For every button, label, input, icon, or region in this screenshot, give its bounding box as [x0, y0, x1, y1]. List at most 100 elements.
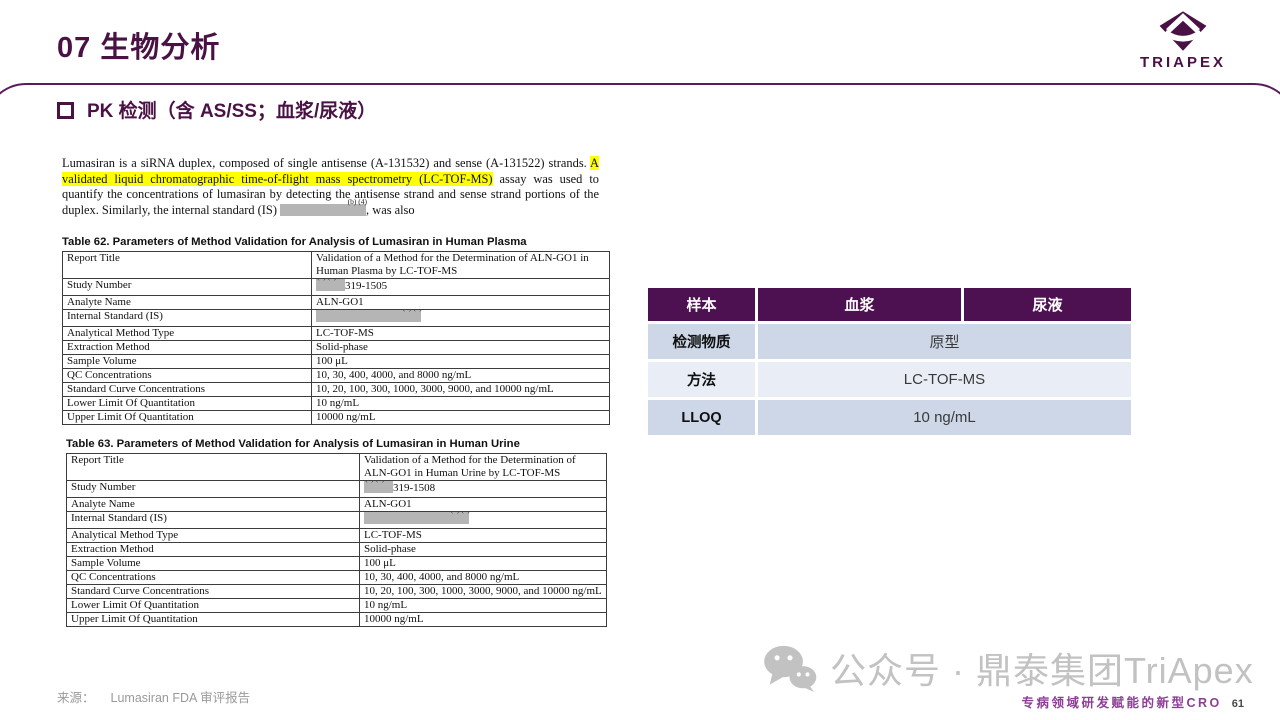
wechat-icon [764, 645, 817, 692]
table-row: Lower Limit Of Quantitation 10 ng/mL [62, 396, 610, 411]
redaction-box: (b) (4) [316, 310, 422, 326]
param-value: 10, 30, 400, 4000, and 8000 ng/mL [311, 368, 610, 383]
table-row: Sample Volume 100 μL [66, 556, 607, 571]
logo-wordmark: TRIAPEX [1139, 54, 1226, 71]
param-value: 10, 20, 100, 300, 1000, 3000, 9000, and … [359, 584, 607, 599]
summary-row-value: LC-TOF-MS [758, 362, 1131, 397]
section-subtitle: PK 检测（含 AS/SS；血浆/尿液） [57, 96, 376, 123]
param-value: 10000 ng/mL [359, 612, 607, 627]
table-row: Standard Curve Concentrations 10, 20, 100… [62, 382, 610, 397]
summary-row-label: 检测物质 [648, 324, 755, 359]
param-label: QC Concentrations [62, 368, 312, 383]
fda-excerpt-paragraph: Lumasiran is a siRNA duplex, composed of… [62, 156, 599, 220]
redaction-box: (b) (4) [364, 512, 470, 528]
table-row: Report Title Validation of a Method for t… [66, 453, 607, 481]
table-row: QC Concentrations 10, 30, 400, 4000, and … [66, 570, 607, 585]
table-row: Study Number(b) (4)319-1508 [66, 480, 607, 498]
triapex-gem-icon [1159, 11, 1207, 51]
header-divider-line [0, 83, 1280, 155]
company-logo: TRIAPEX [1138, 10, 1228, 71]
table-row: Lower Limit Of Quantitation 10 ng/mL [66, 598, 607, 613]
param-value: Validation of a Method for the Determina… [359, 453, 607, 481]
subtitle-label: PK 检测（含 AS/SS；血浆/尿液） [87, 101, 377, 122]
param-value: (b) (4) [311, 309, 610, 327]
param-label: Internal Standard (IS) [66, 511, 360, 529]
param-value: (b) (4)319-1505 [311, 278, 610, 296]
summary-row-label: LLOQ [648, 400, 755, 435]
pk-summary-table: 样本 血浆 尿液 检测物质 原型 方法 LC-TOF-MS LLOQ 10 ng/mL [648, 288, 1131, 435]
table62-title: Table 62. Parameters of Method Validatio… [62, 236, 527, 248]
param-value: 100 μL [311, 354, 610, 369]
param-value: 10, 30, 400, 4000, and 8000 ng/mL [359, 570, 607, 585]
param-label: Internal Standard (IS) [62, 309, 312, 327]
param-label: Sample Volume [66, 556, 360, 571]
square-bullet-icon [57, 102, 74, 119]
param-label: Analytical Method Type [62, 326, 312, 341]
summary-header-0: 样本 [648, 288, 755, 321]
param-label: QC Concentrations [66, 570, 360, 585]
redaction-label: (b) (4) [403, 311, 422, 312]
param-value: 10, 20, 100, 300, 1000, 3000, 9000, and … [311, 382, 610, 397]
param-label: Analytical Method Type [66, 528, 360, 543]
param-value: Solid-phase [359, 542, 607, 557]
param-value: (b) (4) [359, 511, 607, 529]
param-label: Report Title [62, 251, 312, 279]
param-value: ALN-GO1 [311, 295, 610, 310]
param-label: Study Number [66, 480, 360, 498]
param-value: Validation of a Method for the Determina… [311, 251, 610, 279]
summary-header-1: 血浆 [758, 288, 961, 321]
company-tagline: 专病领域研发赋能的新型CRO [1021, 696, 1222, 710]
table-row: Analyte Name ALN-GO1 [62, 295, 610, 310]
redaction-label: (b) (4) [451, 513, 470, 514]
param-label: Analyte Name [66, 497, 360, 512]
page-number: 61 [1231, 698, 1244, 710]
summary-row-label: 方法 [648, 362, 755, 397]
param-value: 10000 ng/mL [311, 410, 610, 425]
summary-row-value: 10 ng/mL [758, 400, 1131, 435]
footer-tagline-row: 专病领域研发赋能的新型CRO 61 [1021, 692, 1244, 711]
source-label: 来源： [57, 691, 95, 705]
param-value: 10 ng/mL [359, 598, 607, 613]
table-row: Sample Volume 100 μL [62, 354, 610, 369]
param-label: Lower Limit Of Quantitation [62, 396, 312, 411]
param-label: Upper Limit Of Quantitation [62, 410, 312, 425]
page-title: 07 生物分析 [57, 32, 221, 64]
source-line: 来源： Lumasiran FDA 审评报告 [57, 687, 250, 706]
redaction-label: (b) (4) [317, 280, 336, 281]
param-label: Report Title [66, 453, 360, 481]
table-row: Extraction Method Solid-phase [62, 340, 610, 355]
redaction-label: (b) (4) [347, 196, 368, 206]
param-label: Analyte Name [62, 295, 312, 310]
wechat-watermark: 公众号 · 鼎泰集团TriApex [762, 642, 1254, 694]
param-label: Study Number [62, 278, 312, 296]
param-label: Lower Limit Of Quantitation [66, 598, 360, 613]
excerpt-post: assay was used to quantify the concentra… [62, 171, 599, 217]
param-label: Standard Curve Concentrations [62, 382, 312, 397]
param-value: LC-TOF-MS [311, 326, 610, 341]
table-row: Internal Standard (IS) (b) (4) [62, 309, 610, 327]
table-row: Analytical Method Type LC-TOF-MS [62, 326, 610, 341]
table-row: Extraction Method Solid-phase [66, 542, 607, 557]
redaction-box: (b) (4) [364, 481, 393, 497]
redaction-box: (b) (4) [316, 279, 345, 295]
param-value: ALN-GO1 [359, 497, 607, 512]
param-label: Extraction Method [62, 340, 312, 355]
source-text: Lumasiran FDA 审评报告 [110, 691, 251, 705]
table-row: Upper Limit Of Quantitation 10000 ng/mL [66, 612, 607, 627]
table-row: Report Title Validation of a Method for t… [62, 251, 610, 279]
excerpt-tail: , was also [366, 202, 415, 217]
param-label: Extraction Method [66, 542, 360, 557]
param-label: Sample Volume [62, 354, 312, 369]
table62-plasma-validation: Report Title Validation of a Method for t… [62, 251, 610, 425]
param-value: 100 μL [359, 556, 607, 571]
summary-row-value: 原型 [758, 324, 1131, 359]
table-row: Upper Limit Of Quantitation 10000 ng/mL [62, 410, 610, 425]
param-value: LC-TOF-MS [359, 528, 607, 543]
excerpt-pre: Lumasiran is a siRNA duplex, composed of… [62, 156, 591, 170]
table-row: Analytical Method Type LC-TOF-MS [66, 528, 607, 543]
redaction-box: (b) (4) [280, 198, 367, 221]
table63-urine-validation: Report Title Validation of a Method for t… [66, 453, 607, 627]
table-row: Study Number(b) (4)319-1505 [62, 278, 610, 296]
param-label: Standard Curve Concentrations [66, 584, 360, 599]
